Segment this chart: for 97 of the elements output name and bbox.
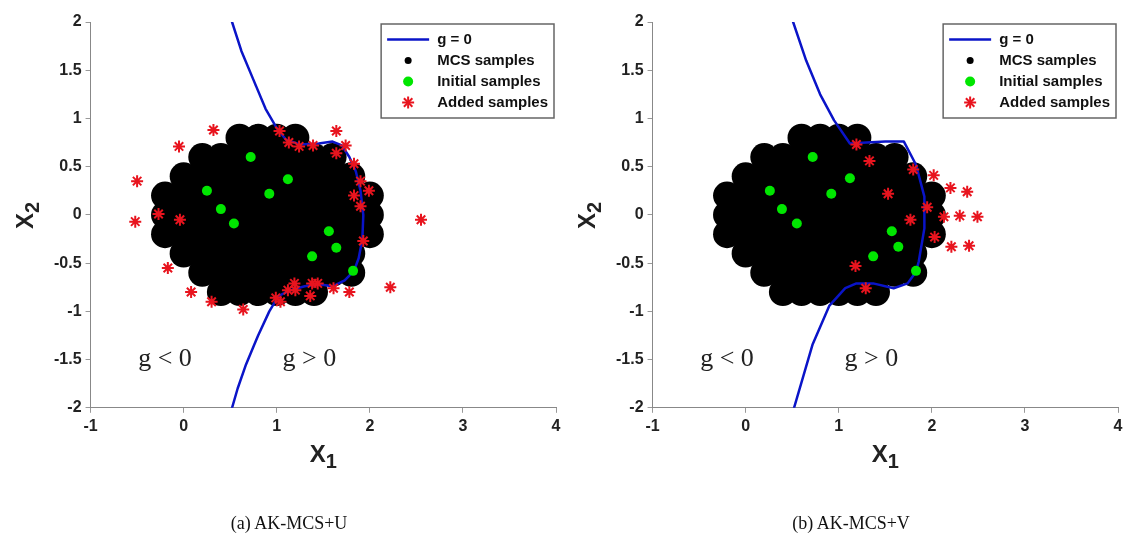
point <box>807 152 818 163</box>
x-tick-label: 2 <box>927 416 937 434</box>
point <box>970 209 985 224</box>
x-tick-label: 1 <box>272 416 282 434</box>
y-tick-label: -0.5 <box>53 253 82 271</box>
point <box>184 285 199 300</box>
x-tick-label: -1 <box>645 416 660 434</box>
legend-label: g = 0 <box>437 29 472 47</box>
point <box>128 214 143 229</box>
point <box>215 204 226 215</box>
point <box>926 168 941 183</box>
y-tick-label: -1.5 <box>615 349 644 367</box>
legend-label: Initial samples <box>437 71 541 89</box>
x-axis-title: X$_{1}$ <box>308 439 338 473</box>
point <box>353 174 368 189</box>
point <box>130 174 145 189</box>
y-tick-label: 2 <box>72 12 82 30</box>
point <box>326 281 341 296</box>
point <box>353 199 368 214</box>
x-tick-label: 3 <box>458 416 468 434</box>
legend-label: MCS samples <box>437 50 535 68</box>
y-tick-label: -0.5 <box>615 253 644 271</box>
point <box>331 242 342 253</box>
point <box>858 281 873 296</box>
point <box>282 174 293 185</box>
y-tick-label: -1.5 <box>53 349 82 367</box>
point <box>943 180 958 195</box>
y-tick-label: -2 <box>67 398 82 416</box>
y-tick-label: 1 <box>72 108 82 126</box>
point <box>307 251 318 262</box>
annotation: g < 0 <box>700 343 754 373</box>
point <box>903 212 918 227</box>
x-axis-title: X$_{1}$ <box>870 439 900 473</box>
point <box>776 204 787 215</box>
point <box>920 200 935 215</box>
legend-label: MCS samples <box>999 50 1097 68</box>
y-tick-label: 2 <box>634 12 644 30</box>
point <box>868 251 879 262</box>
point <box>280 283 295 298</box>
point <box>329 123 344 138</box>
x-tick-label: 4 <box>551 416 561 434</box>
y-tick-label: -2 <box>629 398 644 416</box>
y-tick-label: 1 <box>634 108 644 126</box>
point <box>347 156 361 171</box>
y-tick-label: 1.5 <box>621 60 644 78</box>
point <box>342 285 357 300</box>
point <box>383 280 398 295</box>
point <box>849 137 864 152</box>
point <box>264 188 275 199</box>
point <box>347 188 361 203</box>
point <box>944 239 959 254</box>
x-tick-label: 3 <box>1020 416 1030 434</box>
point <box>281 135 296 150</box>
point <box>962 238 977 253</box>
x-tick-label: -1 <box>83 416 98 434</box>
point <box>848 259 863 274</box>
legend-label: g = 0 <box>999 29 1034 47</box>
point <box>306 138 321 153</box>
y-tick-label: 0 <box>634 205 644 223</box>
point <box>414 212 429 227</box>
x-tick-label: 1 <box>834 416 844 434</box>
point <box>206 123 221 138</box>
annotation: g > 0 <box>282 343 337 373</box>
y-tick-label: 0.5 <box>59 157 82 175</box>
annotation: g < 0 <box>138 343 192 373</box>
legend-label: Added samples <box>437 92 549 110</box>
point <box>960 184 975 199</box>
text: (b) AK-MCS+V <box>791 513 911 534</box>
text: (a) AK-MCS+U <box>229 513 349 534</box>
annotation: g > 0 <box>844 343 899 373</box>
y-tick-label: 0.5 <box>621 157 644 175</box>
x-tick-label: 0 <box>741 416 751 434</box>
point <box>338 138 353 153</box>
point <box>881 186 896 201</box>
legend-label: Added samples <box>999 92 1111 110</box>
point <box>236 302 251 317</box>
y-tick-label: -1 <box>629 301 644 319</box>
point <box>292 139 307 154</box>
x-tick-label: 4 <box>1113 416 1123 434</box>
point <box>160 260 175 275</box>
y-tick-label: -1 <box>67 301 82 319</box>
x-tick-label: 0 <box>179 416 189 434</box>
point <box>936 209 951 224</box>
point <box>791 218 802 229</box>
point <box>172 212 187 227</box>
point <box>172 139 186 154</box>
point <box>356 233 371 248</box>
point <box>844 173 855 184</box>
y-tick-label: 1.5 <box>59 60 82 78</box>
point <box>893 241 904 252</box>
point <box>826 188 837 199</box>
point <box>228 218 239 229</box>
y-tick-label: 0 <box>72 205 82 223</box>
point <box>952 208 967 223</box>
legend-label: Initial samples <box>999 71 1103 89</box>
point <box>245 152 256 163</box>
x-tick-label: 2 <box>365 416 375 434</box>
